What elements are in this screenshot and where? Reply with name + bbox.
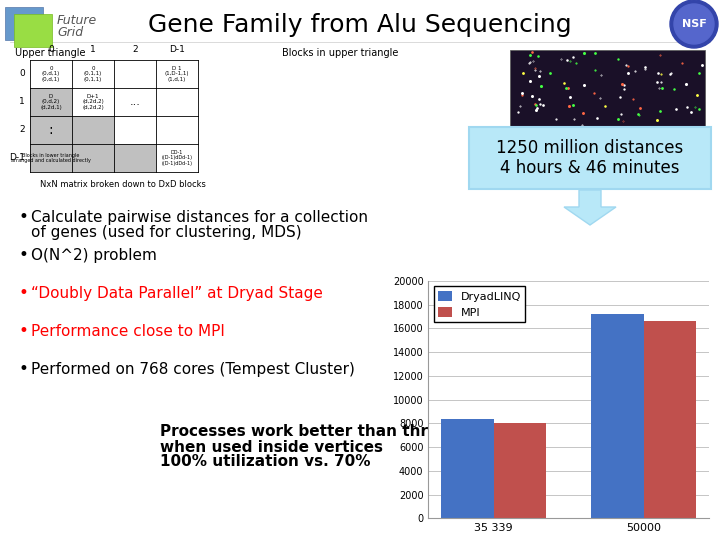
Text: D
(0,d,2)
(d,2d,1): D (0,d,2) (d,2d,1) xyxy=(40,94,62,110)
Text: 1: 1 xyxy=(90,45,96,54)
Bar xyxy=(14,14,52,47)
Text: Performance close to MPI: Performance close to MPI xyxy=(31,324,225,339)
Text: 2: 2 xyxy=(132,45,138,54)
Text: •: • xyxy=(18,322,28,340)
Legend: DryadLINQ, MPI: DryadLINQ, MPI xyxy=(434,286,526,322)
Bar xyxy=(30,116,72,144)
Text: ...: ... xyxy=(130,97,140,107)
Text: 4 hours & 46 minutes: 4 hours & 46 minutes xyxy=(500,159,680,177)
Text: 0
(0,d,1)
(0,d,1): 0 (0,d,1) (0,d,1) xyxy=(42,66,60,82)
Text: NxN matrix broken down to DxD blocks: NxN matrix broken down to DxD blocks xyxy=(40,180,206,189)
Text: when used inside vertices: when used inside vertices xyxy=(160,440,383,455)
Text: 0: 0 xyxy=(48,45,54,54)
Bar xyxy=(72,116,114,144)
Bar xyxy=(5,7,43,40)
Bar xyxy=(644,321,696,518)
Text: Future: Future xyxy=(57,15,97,28)
Text: D+1
(d,2d,2)
(d,2d,2): D+1 (d,2d,2) (d,2d,2) xyxy=(82,94,104,110)
Text: Blocks in lower triangle
arranged and calculated directly: Blocks in lower triangle arranged and ca… xyxy=(11,153,91,164)
Text: 100% utilization vs. 70%: 100% utilization vs. 70% xyxy=(160,455,371,469)
Bar xyxy=(510,50,705,160)
Circle shape xyxy=(674,4,714,44)
Text: of genes (used for clustering, MDS): of genes (used for clustering, MDS) xyxy=(31,225,302,240)
Text: D 1
(1,D-1,1)
(1,d,1): D 1 (1,D-1,1) (1,d,1) xyxy=(165,66,189,82)
Bar xyxy=(494,423,546,518)
Text: O(N^2) problem: O(N^2) problem xyxy=(31,248,157,263)
Bar xyxy=(591,314,644,518)
Text: :: : xyxy=(49,123,53,137)
Text: 0: 0 xyxy=(19,70,25,78)
Text: Grid: Grid xyxy=(57,26,83,39)
Text: D-1: D-1 xyxy=(9,153,25,163)
Text: 2: 2 xyxy=(19,125,25,134)
Bar xyxy=(30,88,72,116)
Bar xyxy=(114,144,156,172)
Text: DD-1
((D-1)dDd-1)
((D-1)dDd-1): DD-1 ((D-1)dDd-1) ((D-1)dDd-1) xyxy=(161,150,192,166)
FancyBboxPatch shape xyxy=(469,127,711,189)
Text: NSF: NSF xyxy=(682,19,706,29)
Text: 0
(0,1,1)
(0,1,1): 0 (0,1,1) (0,1,1) xyxy=(84,66,102,82)
Text: •: • xyxy=(18,246,28,264)
Text: •: • xyxy=(18,360,28,378)
Circle shape xyxy=(670,0,718,48)
Text: Upper triangle: Upper triangle xyxy=(15,48,86,58)
Bar xyxy=(441,418,494,518)
Text: •: • xyxy=(18,208,28,226)
Text: Calculate pairwise distances for a collection: Calculate pairwise distances for a colle… xyxy=(31,210,368,225)
Bar xyxy=(30,144,72,172)
Text: “Doubly Data Parallel” at Dryad Stage: “Doubly Data Parallel” at Dryad Stage xyxy=(31,286,323,301)
Text: Performed on 768 cores (Tempest Cluster): Performed on 768 cores (Tempest Cluster) xyxy=(31,362,355,377)
Text: 1250 million distances: 1250 million distances xyxy=(496,139,683,157)
Text: Gene Family from Alu Sequencing: Gene Family from Alu Sequencing xyxy=(148,13,572,37)
Text: 1: 1 xyxy=(19,98,25,106)
Text: Blocks in upper triangle: Blocks in upper triangle xyxy=(282,48,398,58)
Text: D-1: D-1 xyxy=(169,45,185,54)
Text: Processes work better than threads: Processes work better than threads xyxy=(160,424,469,440)
FancyArrow shape xyxy=(564,190,616,225)
Bar xyxy=(72,144,114,172)
Text: •: • xyxy=(18,284,28,302)
